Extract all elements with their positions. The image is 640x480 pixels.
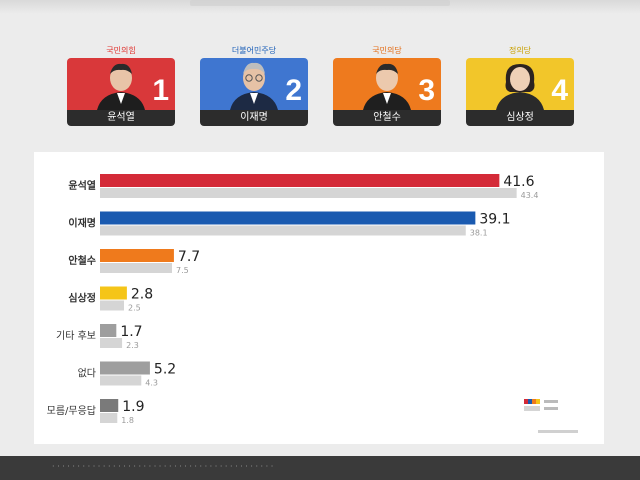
party-label: 국민의당 (372, 46, 402, 55)
bar-previous (100, 263, 172, 273)
value-label-previous: 2.5 (128, 304, 141, 313)
candidate-card-3: 국민의당 3 안철수 (333, 44, 441, 126)
bar-previous (100, 188, 517, 198)
value-label-previous: 2.3 (126, 341, 139, 350)
value-label-current: 7.7 (178, 249, 200, 265)
candidate-photo: 3 (333, 58, 441, 110)
bar-current (100, 249, 174, 262)
header-faint-text (190, 0, 450, 6)
legend-swatch-current (532, 399, 536, 404)
legend-swatch-current (524, 399, 528, 404)
bar-previous (100, 225, 466, 236)
person-icon (496, 64, 544, 110)
candidate-card-4: 정의당 4 심상정 (466, 44, 574, 126)
footer-bar: · · · · · · · · · · · · · · · · · · · · … (0, 456, 640, 480)
value-label-current: 1.7 (120, 324, 142, 340)
bar-previous (100, 413, 118, 423)
bar-current (100, 211, 476, 225)
value-label-current: 41.6 (503, 174, 534, 190)
bar-current (100, 399, 119, 412)
value-label-current: 1.9 (122, 399, 144, 415)
legend-swatch-previous (524, 406, 540, 411)
candidate-card-2: 더불어민주당 2 이재명 (200, 44, 308, 126)
category-label: 윤석열 (68, 179, 96, 192)
person-icon (363, 63, 411, 110)
candidate-photo: 2 (200, 58, 308, 110)
candidate-name: 이재명 (200, 110, 308, 126)
category-label: 심상정 (68, 292, 96, 305)
legend-faint-label (544, 407, 558, 410)
category-label: 모름/무응답 (47, 405, 96, 417)
chart-panel: 윤석열 41.6 43.4 이재명 39.1 38.1 안철수 7.7 7.5 심상정 2.8 2.5… (34, 152, 604, 444)
party-label: 정의당 (508, 46, 532, 55)
legend-swatch-current (536, 399, 540, 404)
candidate-name: 윤석열 (67, 110, 175, 126)
ballot-number: 3 (418, 74, 435, 107)
source-faint-text (538, 430, 578, 433)
bar-current (100, 286, 127, 300)
category-label: 안철수 (68, 254, 96, 267)
value-label-current: 39.1 (479, 212, 510, 228)
bar-previous (100, 338, 123, 348)
ballot-number: 1 (152, 74, 169, 107)
party-label: 더불어민주당 (231, 46, 277, 55)
value-label-previous: 1.8 (121, 416, 134, 425)
top-strip (0, 0, 640, 14)
person-icon (230, 62, 278, 110)
ballot-number: 2 (285, 74, 302, 107)
value-label-previous: 38.1 (470, 229, 488, 238)
bar-current (100, 361, 150, 375)
candidate-photo: 1 (67, 58, 175, 110)
bar-chart: 윤석열 41.643.4 이재명 39.138.1 안철수 7.77.5 심상정 2.82.5… (47, 174, 578, 433)
candidate-photo: 4 (466, 58, 574, 110)
ballot-number: 4 (551, 74, 568, 107)
legend-swatch-current (528, 399, 532, 404)
bar-current (100, 324, 117, 337)
category-label: 없다 (78, 367, 96, 380)
category-label: 이재명 (68, 217, 96, 230)
value-label-current: 2.8 (131, 287, 153, 303)
candidate-card-1: 국민의힘 1 윤석열 (67, 44, 175, 126)
category-label: 기타 후보 (56, 330, 96, 342)
value-label-previous: 43.4 (521, 191, 539, 200)
candidate-name: 안철수 (333, 110, 441, 126)
bar-current (100, 174, 500, 187)
bar-previous (100, 300, 124, 311)
bar-previous (100, 375, 142, 386)
legend-faint-label (544, 400, 558, 403)
value-label-previous: 4.3 (145, 379, 158, 388)
party-label: 국민의힘 (106, 46, 136, 55)
value-label-previous: 7.5 (176, 266, 189, 275)
footer-faint-text: · · · · · · · · · · · · · · · · · · · · … (52, 462, 274, 471)
candidate-name: 심상정 (466, 110, 574, 126)
value-label-current: 5.2 (154, 362, 176, 378)
person-icon (97, 63, 145, 110)
